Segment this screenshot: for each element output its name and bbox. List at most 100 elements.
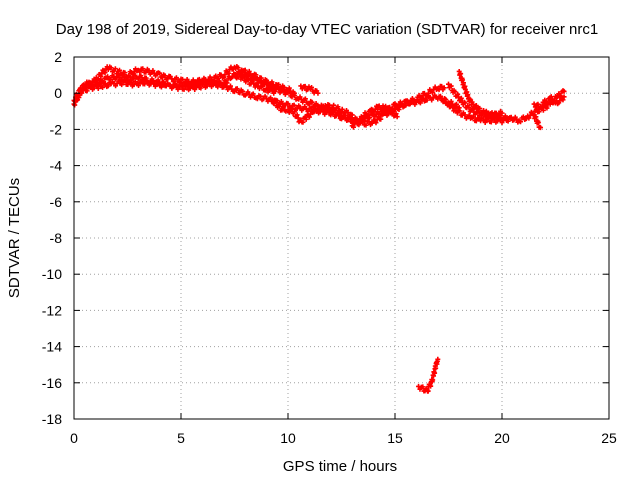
data-point [236,69,242,75]
data-point [142,81,148,87]
data-point [404,98,410,104]
data-point [338,109,344,115]
data-point [272,88,278,94]
data-point [466,112,472,118]
data-point [209,81,215,87]
data-point [122,78,128,84]
data-point [180,76,186,82]
data-point [473,118,479,124]
data-point [108,76,114,82]
data-point [448,83,454,89]
data-point [424,97,430,103]
data-point [432,370,438,376]
data-point [84,79,90,85]
data-point [335,104,341,110]
data-point [416,92,422,98]
data-point [394,114,400,120]
data-point [264,86,270,92]
data-point [138,73,144,79]
data-point [237,90,243,96]
series-track [531,94,567,111]
data-point [105,83,111,89]
data-point [300,119,306,125]
data-point [125,82,131,88]
data-point [189,79,195,85]
data-point [371,109,377,115]
y-tick-label: -12 [42,302,62,318]
data-point [312,106,318,112]
data-point [280,105,286,111]
data-point [140,66,146,72]
series-track [270,97,289,114]
data-point [105,67,111,73]
data-point [157,70,163,76]
data-point [407,100,413,106]
data-point [303,116,309,122]
data-point [339,106,345,112]
data-point [169,85,175,91]
data-point [72,98,78,104]
data-point [547,101,553,107]
data-point [294,106,300,112]
data-point [430,377,436,383]
data-point [155,80,161,86]
data-point [81,85,87,91]
data-point [195,79,201,85]
data-point [178,80,184,86]
data-point [496,111,502,117]
data-point [377,112,383,118]
data-point [192,83,198,89]
data-point [291,102,297,108]
data-point [163,83,169,89]
data-point [291,109,297,115]
series-track [167,71,278,96]
data-point [315,108,321,114]
data-point [470,114,476,120]
data-point [115,72,121,78]
data-point [273,99,279,105]
data-point [455,91,461,97]
data-point [309,84,315,90]
data-point [349,112,355,118]
data-point [393,111,399,117]
data-point [128,74,134,80]
data-point [499,110,505,116]
data-point [218,80,224,86]
data-point [520,114,526,120]
data-point [560,97,566,103]
data-point [294,112,300,118]
data-point [400,102,406,108]
data-point [88,83,94,89]
data-point [518,119,524,125]
y-tick-label: -6 [50,194,63,210]
data-point [331,102,337,108]
data-point [97,81,103,87]
data-point [285,101,291,107]
data-point [360,116,366,122]
data-point [289,107,295,113]
data-point [121,73,127,79]
data-point [108,65,114,71]
data-point [297,94,303,100]
data-point [561,88,567,94]
data-point [153,73,159,79]
data-point [345,110,351,116]
data-point [181,82,187,88]
data-point [357,118,363,124]
data-point [251,81,257,87]
data-point [425,388,431,394]
data-point [324,105,330,111]
series-track [349,103,400,130]
data-point [245,77,251,83]
data-point [84,88,90,94]
axis-ticks [73,56,610,420]
x-tick-label: 25 [601,430,617,446]
data-point [198,85,204,91]
data-point [145,79,151,85]
data-point [268,95,274,101]
data-point [221,82,227,88]
data-point [181,86,187,92]
series-track [456,68,505,120]
data-point [526,115,532,121]
data-point [350,124,356,130]
